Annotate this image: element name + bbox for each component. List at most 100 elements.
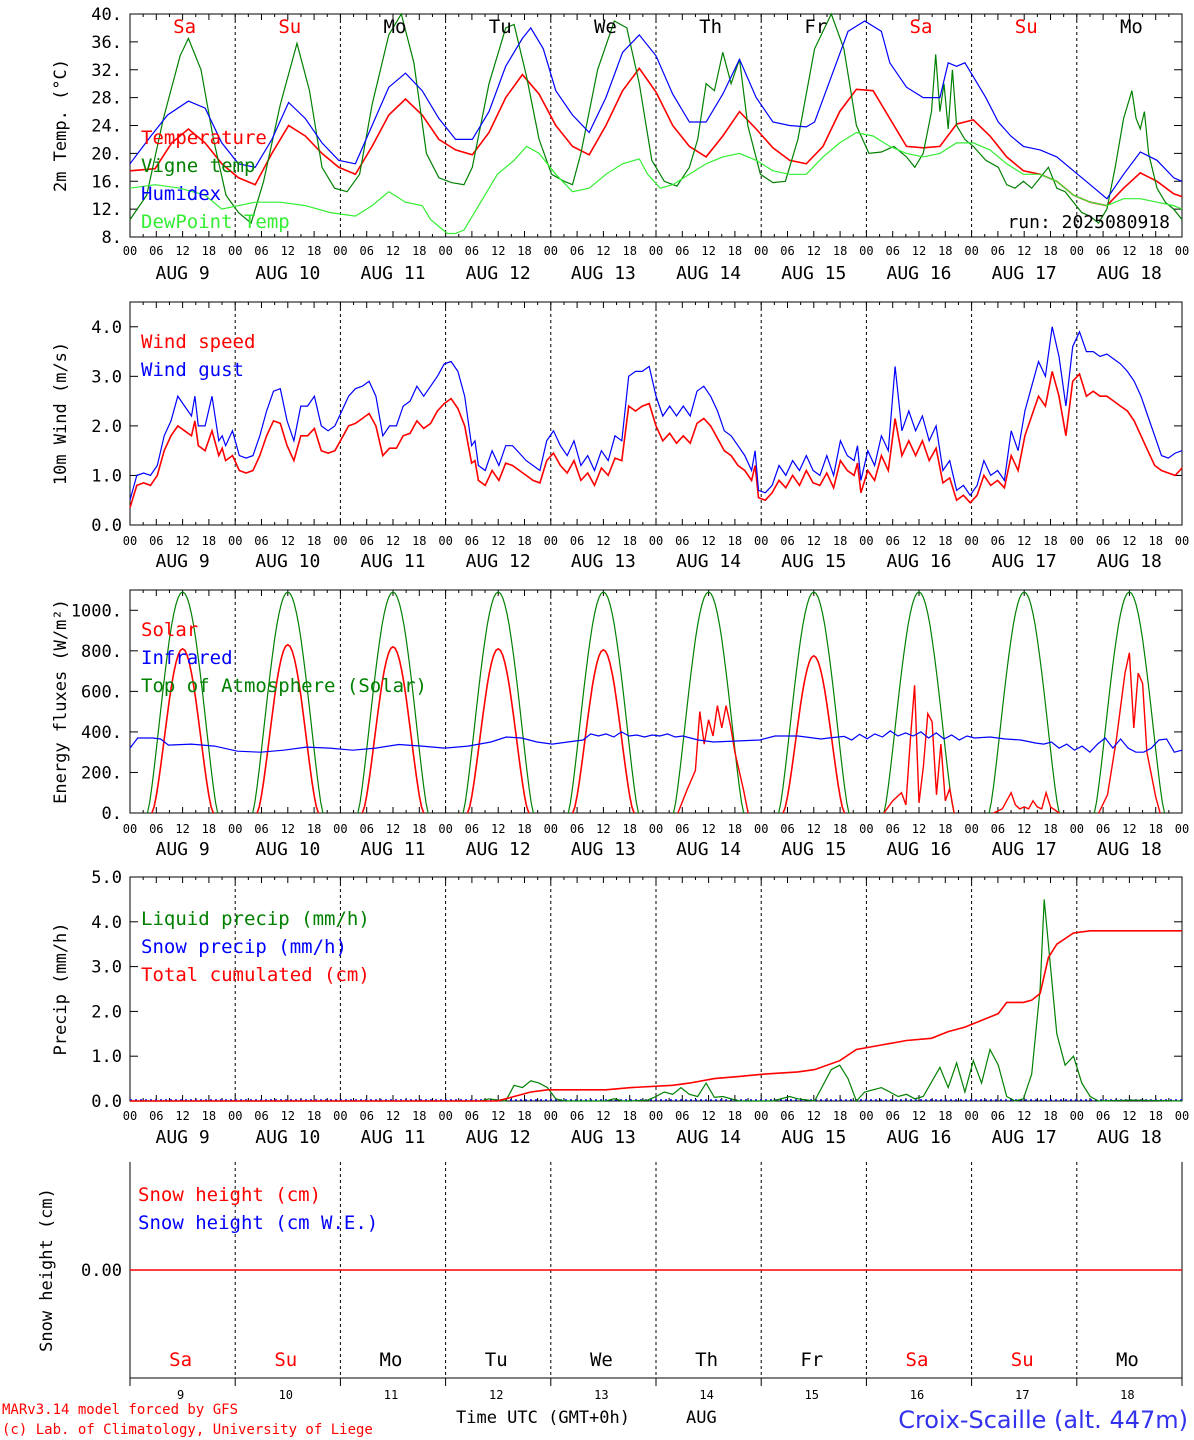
hour-tick-label: 18: [1148, 1109, 1162, 1123]
hour-tick-label: 00: [964, 244, 978, 258]
hour-tick-label: 06: [1096, 822, 1110, 836]
hour-tick-label: 06: [780, 244, 794, 258]
date-label: AUG 9: [156, 263, 210, 284]
precip-panel: 0.0 1.0 2.0 3.0 4.0 5.0 Precip (mm/h) Liquid pr…: [51, 868, 1189, 1148]
hour-tick-label: 12: [1122, 822, 1136, 836]
temperature-panel: 8. 12. 16. 20. 24. 28. 32. 36. 40. 2m Temp. (°C) S…: [51, 5, 1189, 284]
date-label: AUG 10: [255, 1127, 320, 1148]
legend-entry: Snow height (cm W.E.): [138, 1212, 378, 1234]
solar-line: [883, 685, 955, 814]
hour-tick-label: 00: [649, 822, 663, 836]
date-label: AUG 16: [886, 263, 951, 284]
hour-tick-label: 12: [1017, 1109, 1031, 1123]
infrared-line: [129, 730, 1183, 754]
date-label: AUG 9: [156, 839, 210, 860]
day-number: 16: [910, 1388, 924, 1402]
hour-tick-label: 00: [649, 534, 663, 548]
date-label: AUG 12: [466, 1127, 531, 1148]
hour-tick-label: 06: [780, 822, 794, 836]
day-number: 17: [1015, 1388, 1029, 1402]
hour-tick-label: 18: [728, 1109, 742, 1123]
hour-tick-label: 12: [386, 1109, 400, 1123]
hour-tick-label: 00: [438, 1109, 452, 1123]
hour-tick-label: 18: [307, 244, 321, 258]
model-credit-line: MARv3.14 model forced by GFS: [2, 1402, 238, 1418]
hour-tick-label: 12: [491, 1109, 505, 1123]
hour-tick-label: 00: [859, 244, 873, 258]
day-name: Th: [695, 1349, 718, 1371]
date-label: AUG 11: [360, 1127, 425, 1148]
day-name: Mo: [380, 1349, 403, 1371]
toa-solar-arc: [778, 591, 850, 814]
hour-tick-label: 18: [622, 534, 636, 548]
toa-solar-arc: [462, 591, 534, 814]
series-line: [129, 20, 1183, 200]
hour-tick-label: 18: [202, 822, 216, 836]
lab-credit-line: (c) Lab. of Climatology, University of L…: [2, 1422, 373, 1438]
y-tick-label: 32.: [91, 61, 122, 81]
hour-tick-label: 18: [412, 534, 426, 548]
hour-tick-label: 06: [149, 822, 163, 836]
date-label: AUG 15: [781, 839, 846, 860]
hour-tick-label: 06: [885, 534, 899, 548]
date-label: AUG 18: [1097, 839, 1162, 860]
hour-tick-label: 00: [1070, 534, 1084, 548]
station-name: Croix-Scaille (alt. 447m): [898, 1406, 1188, 1434]
date-label: AUG 10: [255, 263, 320, 284]
date-label: AUG 16: [886, 1127, 951, 1148]
hour-tick-label: 00: [123, 822, 137, 836]
hour-tick-label: 12: [175, 1109, 189, 1123]
hour-tick-label: 12: [175, 534, 189, 548]
y-tick-label: 1000.: [71, 601, 122, 621]
hour-tick-label: 18: [517, 1109, 531, 1123]
hour-tick-label: 18: [833, 1109, 847, 1123]
solar-line: [361, 645, 425, 814]
date-label: AUG 11: [360, 551, 425, 572]
date-label: AUG 9: [156, 1127, 210, 1148]
wind-panel: 0.0 1.0 2.0 3.0 4.0 10m Wind (m/s) Wind speed W…: [51, 301, 1189, 572]
hour-tick-label: 00: [228, 822, 242, 836]
date-label: AUG 9: [156, 551, 210, 572]
toa-solar-arc: [146, 591, 219, 814]
hour-tick-label: 06: [780, 534, 794, 548]
series-line: [129, 67, 1183, 207]
hour-tick-label: 00: [1175, 1109, 1189, 1123]
toa-solar-arc: [1093, 591, 1166, 814]
date-label: AUG 16: [886, 551, 951, 572]
hour-tick-label: 12: [596, 1109, 610, 1123]
hour-tick-label: 06: [149, 534, 163, 548]
hour-tick-label: 00: [754, 534, 768, 548]
hour-tick-label: 06: [359, 822, 373, 836]
legend-entry: DewPoint Temp: [141, 211, 290, 233]
hour-tick-label: 18: [1043, 244, 1057, 258]
hour-tick-label: 18: [938, 1109, 952, 1123]
hour-tick-label: 00: [228, 1109, 242, 1123]
y-tick-label: 0.: [102, 804, 122, 824]
hour-tick-label: 12: [912, 822, 926, 836]
date-label: AUG 14: [676, 1127, 741, 1148]
hour-tick-label: 06: [465, 822, 479, 836]
hour-tick-label: 12: [1122, 534, 1136, 548]
hour-tick-label: 06: [465, 534, 479, 548]
hour-tick-label: 00: [123, 534, 137, 548]
hour-tick-label: 12: [912, 1109, 926, 1123]
solar-line: [993, 790, 1060, 814]
day-name: Th: [699, 16, 722, 38]
hour-tick-label: 06: [885, 822, 899, 836]
hour-tick-label: 12: [912, 244, 926, 258]
y-tick-label: 36.: [91, 33, 122, 53]
hour-tick-label: 18: [728, 534, 742, 548]
hour-tick-label: 18: [622, 822, 636, 836]
hour-tick-label: 00: [333, 244, 347, 258]
day-name: We: [594, 16, 617, 38]
date-label: AUG 12: [466, 263, 531, 284]
hour-tick-label: 12: [807, 822, 821, 836]
hour-tick-label: 12: [386, 822, 400, 836]
solar-line: [466, 647, 530, 814]
panel-frame: [129, 589, 1183, 814]
hour-tick-label: 18: [202, 534, 216, 548]
hour-tick-label: 18: [728, 822, 742, 836]
day-number: 11: [384, 1388, 398, 1402]
toa-solar-arc: [883, 591, 955, 814]
hour-tick-label: 18: [1148, 822, 1162, 836]
